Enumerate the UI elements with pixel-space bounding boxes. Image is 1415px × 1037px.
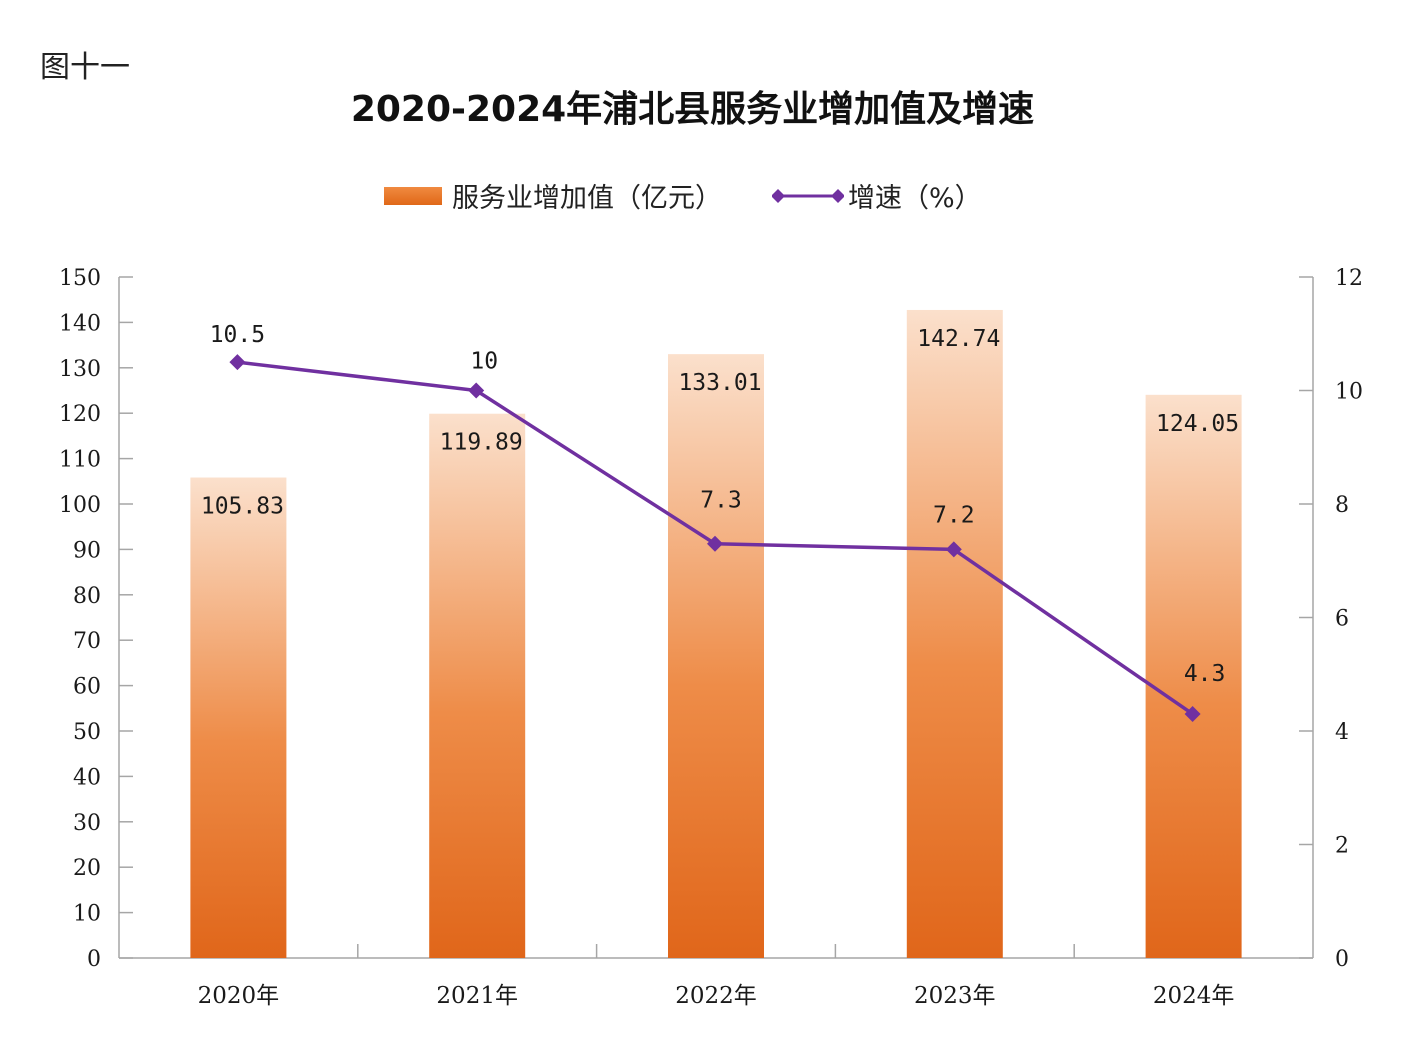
- bar-data-label: 119.89: [440, 430, 523, 456]
- x-tick-label: 2022年: [675, 983, 757, 1009]
- y-left-tick-label: 20: [73, 856, 101, 881]
- line-marker: [1184, 705, 1201, 722]
- line-data-label: 10.5: [210, 322, 265, 348]
- y-right-tick-label: 10: [1335, 380, 1363, 405]
- y-left-tick-label: 30: [73, 811, 101, 836]
- y-right-tick-label: 6: [1335, 607, 1349, 632]
- y-left-tick-label: 60: [73, 675, 101, 700]
- y-left-tick-label: 80: [73, 584, 101, 609]
- legend-diamond-marker-icon: [831, 188, 844, 203]
- figure-label: 图十一: [40, 50, 130, 85]
- y-right-tick-label: 2: [1335, 834, 1349, 859]
- y-left-tick-label: 120: [59, 402, 101, 427]
- y-left-tick-label: 40: [73, 765, 101, 790]
- y-left-tick-label: 110: [59, 448, 101, 473]
- line-marker: [468, 382, 485, 399]
- legend-bar-swatch: [384, 186, 442, 205]
- y-right-tick-label: 12: [1335, 266, 1363, 291]
- line-data-label: 4.3: [1184, 661, 1226, 687]
- y-left-tick-label: 150: [59, 266, 101, 291]
- legend-diamond-marker-icon: [772, 188, 785, 203]
- y-left-tick-label: 140: [59, 311, 101, 336]
- bar-data-label: 133.01: [678, 370, 761, 396]
- legend-line-label: 增速（%）: [848, 183, 982, 214]
- bar: [1145, 394, 1242, 958]
- y-left-tick-label: 50: [73, 720, 101, 745]
- legend-item-bar: 服务业增加值（亿元）: [384, 176, 722, 215]
- y-left-tick-label: 90: [73, 538, 101, 563]
- legend-line-swatch: [772, 188, 844, 203]
- chart-title: 2020-2024年浦北县服务业增加值及增速: [350, 89, 1035, 130]
- bar: [906, 309, 1003, 958]
- y-right-tick-label: 0: [1335, 947, 1349, 972]
- line-data-label: 7.2: [933, 502, 975, 528]
- bar-data-label: 142.74: [917, 326, 1000, 352]
- bar: [429, 413, 526, 958]
- legend-bar-label: 服务业增加值（亿元）: [452, 183, 722, 214]
- x-tick-label: 2021年: [436, 983, 518, 1009]
- line-marker: [707, 535, 723, 552]
- bar: [668, 354, 764, 958]
- line-data-label: 10: [470, 349, 498, 375]
- line-marker: [945, 541, 962, 558]
- bar: [190, 477, 287, 958]
- bar-data-label: 124.05: [1156, 411, 1239, 437]
- y-left-tick-label: 0: [87, 947, 101, 972]
- x-tick-label: 2020年: [198, 983, 280, 1009]
- bar-data-label: 105.83: [201, 494, 284, 520]
- legend-item-line: 增速（%）: [722, 176, 982, 215]
- y-left-tick-label: 100: [59, 493, 101, 518]
- y-left-tick-label: 70: [73, 629, 101, 654]
- x-tick-label: 2023年: [914, 983, 996, 1009]
- y-right-tick-label: 4: [1335, 720, 1349, 745]
- y-left-tick-label: 130: [59, 357, 101, 382]
- legend: 服务业增加值（亿元） 增速（%）: [384, 176, 982, 215]
- line-marker: [229, 354, 246, 371]
- y-left-tick-label: 10: [73, 902, 101, 927]
- line-data-label: 7.3: [700, 488, 742, 514]
- x-tick-label: 2024年: [1153, 983, 1235, 1009]
- y-right-tick-label: 8: [1335, 493, 1349, 518]
